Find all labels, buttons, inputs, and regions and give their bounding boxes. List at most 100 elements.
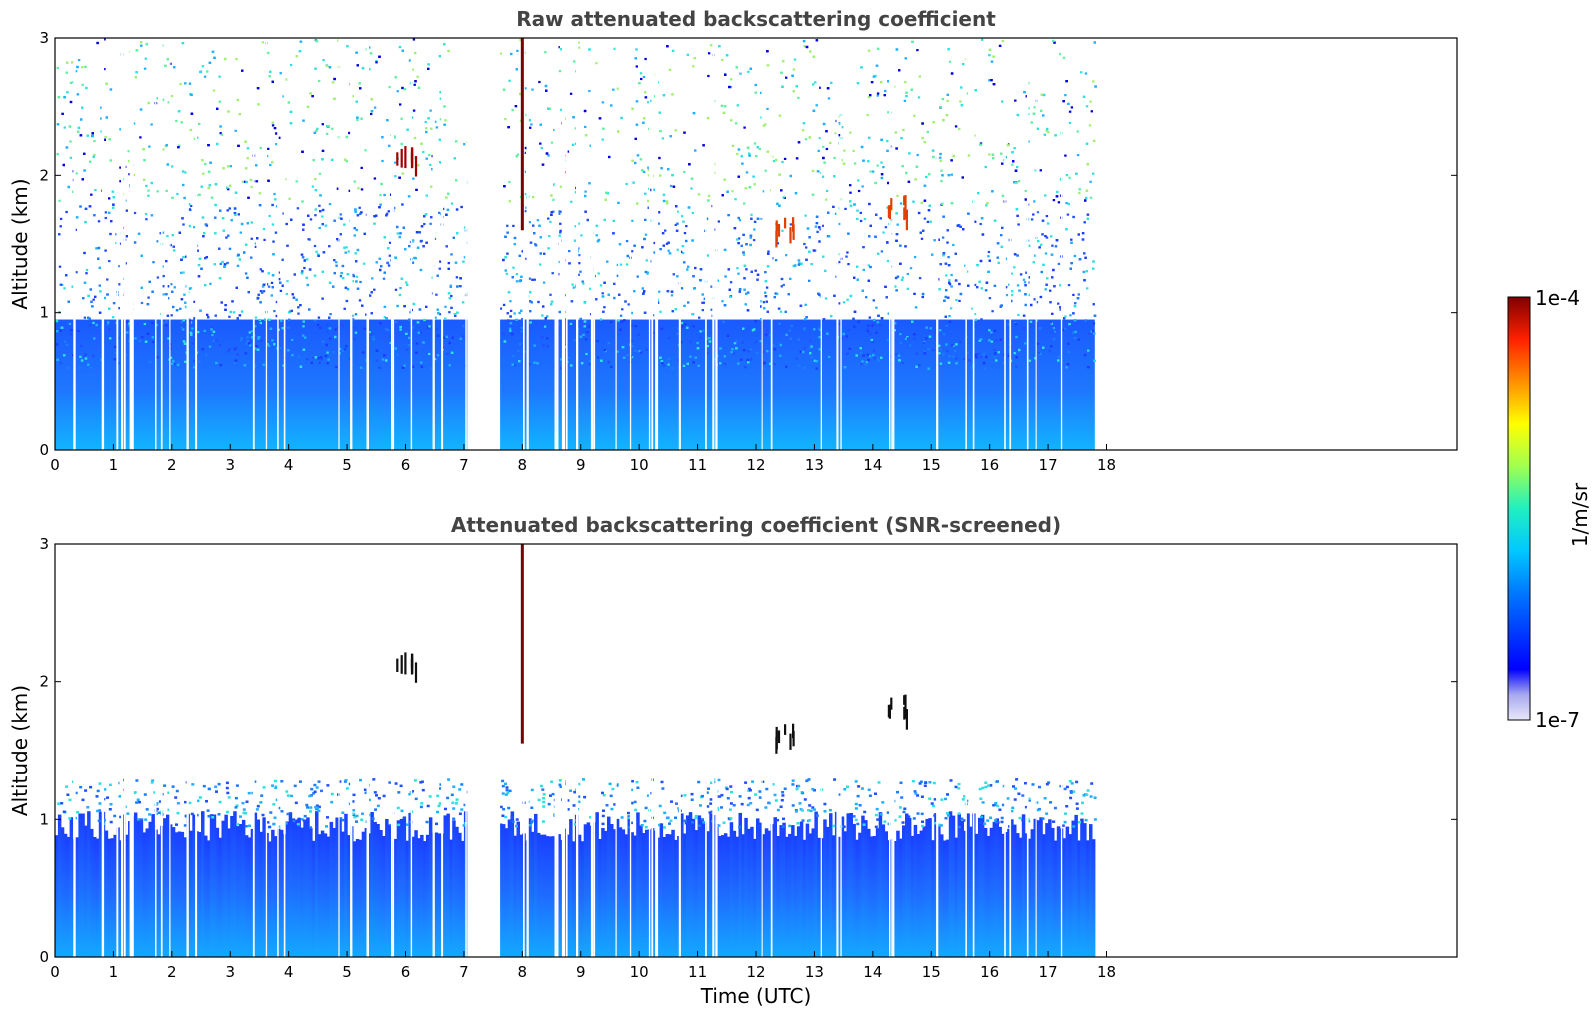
noise-speck [608,155,611,159]
noise-speck [979,356,983,359]
noise-speck [931,253,934,256]
noise-speck [315,250,318,253]
noise-speck [582,333,585,336]
noise-speck [204,257,207,260]
noise-speck [1029,320,1033,323]
noise-speck [1057,359,1060,362]
noise-speck [142,148,145,151]
noise-speck [184,301,187,304]
noise-speck [193,226,196,229]
noise-speck [558,234,561,237]
noise-speck [115,241,118,245]
noise-speck [229,165,232,168]
noise-speck [861,360,864,363]
noise-speck [337,39,340,42]
noise-speck [370,98,373,101]
noise-speck [302,320,305,323]
noise-speck [291,293,294,296]
noise-speck [763,367,766,370]
noise-speck [1018,289,1021,292]
noise-speck [528,277,531,280]
noise-speck [267,344,271,347]
noise-speck [749,234,753,237]
noise-speck [713,357,716,360]
noise-speck [267,51,270,55]
noise-speck [1069,314,1072,317]
noise-speck [200,185,203,188]
noise-speck [317,316,321,319]
noise-speck [353,234,356,237]
noise-speck [429,163,432,166]
noise-speck [176,363,180,366]
noise-speck [669,135,672,138]
noise-speck [279,289,283,292]
noise-speck [877,314,880,317]
noise-speck [668,68,672,71]
noise-speck [372,337,376,340]
noise-speck [1001,39,1005,43]
noise-speck [271,274,275,277]
noise-speck [723,355,726,358]
noise-speck [970,366,974,369]
noise-speck [289,64,293,67]
noise-speck [81,178,84,181]
noise-speck [657,222,660,225]
noise-speck [84,357,88,360]
noise-speck [227,110,230,113]
noise-speck [394,288,398,291]
noise-speck [772,160,776,163]
noise-speck [776,202,779,205]
noise-speck [215,339,218,342]
noise-speck [610,365,613,368]
noise-speck [799,350,802,353]
noise-speck [795,157,799,160]
noise-speck [764,291,767,294]
noise-speck [220,133,224,136]
noise-speck [379,193,382,197]
noise-speck [399,287,402,290]
noise-speck [125,320,129,323]
noise-speck [979,222,982,226]
noise-speck [329,313,332,316]
noise-speck [1078,258,1082,261]
noise-speck [107,321,110,324]
noise-speck [1092,172,1095,175]
noise-speck [182,328,185,331]
noise-speck [139,108,143,111]
noise-speck [285,292,288,296]
noise-speck [182,319,185,322]
noise-speck [92,321,95,324]
noise-speck [549,293,552,296]
noise-speck [436,327,439,330]
noise-speck [812,83,815,86]
noise-speck [980,287,983,290]
noise-speck [559,222,562,225]
noise-speck [184,82,187,85]
noise-speck [832,205,835,208]
noise-speck [913,114,916,117]
noise-speck [249,178,253,181]
noise-speck [96,41,99,45]
noise-speck [636,275,639,278]
noise-speck [284,78,288,81]
noise-speck [370,312,373,315]
noise-speck [309,92,312,95]
noise-speck [821,224,824,227]
noise-speck [546,337,549,340]
noise-speck [929,327,932,330]
noise-speck [356,287,360,290]
noise-speck [272,253,275,256]
noise-speck [513,236,517,240]
noise-speck [1040,93,1044,96]
noise-speck [300,253,304,256]
noise-speck [155,240,159,243]
noise-speck [753,142,757,145]
noise-speck [596,356,600,359]
noise-speck [573,239,577,242]
noise-speck [159,232,162,235]
noise-speck [136,323,139,326]
noise-speck [287,326,290,329]
noise-speck [279,346,282,350]
noise-speck [262,228,266,231]
noise-speck [852,149,855,152]
